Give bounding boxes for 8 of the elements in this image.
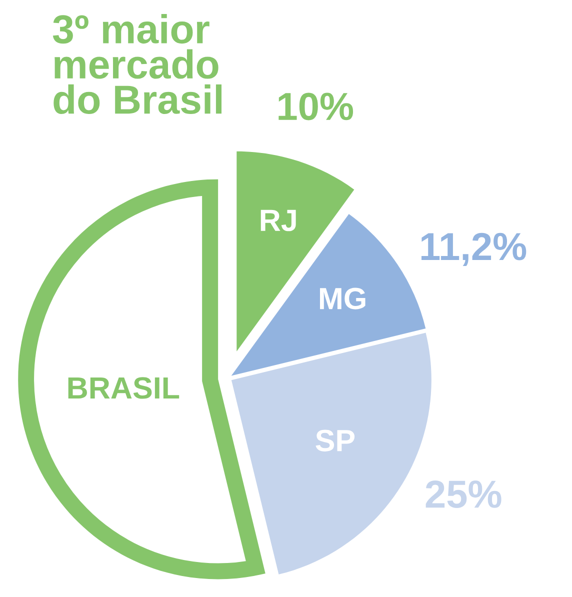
- slice-label: SP: [316, 430, 355, 452]
- slice-label: MG: [320, 288, 366, 310]
- data-label: 11,2%: [421, 232, 526, 266]
- slice-label: RJ: [260, 210, 296, 232]
- data-label: 25%: [426, 480, 502, 508]
- chart-title: 3º maior mercado do Brasil: [52, 14, 222, 114]
- slice-label: BRASIL: [68, 377, 180, 399]
- data-label: 10%: [278, 92, 354, 120]
